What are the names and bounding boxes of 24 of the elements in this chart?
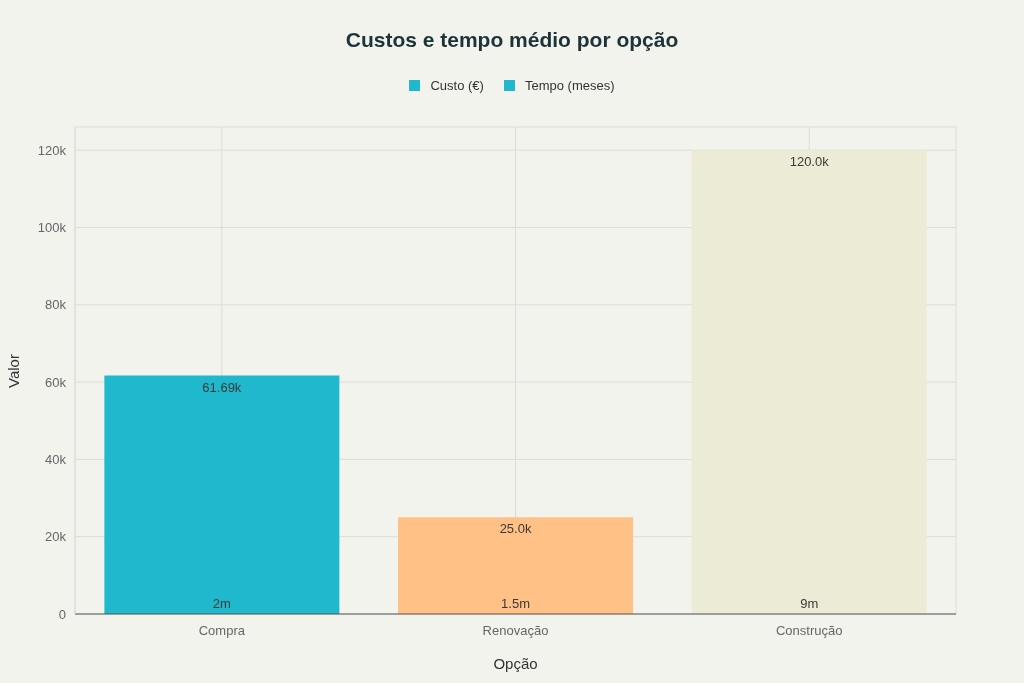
bar <box>104 375 340 614</box>
y-tick-label: 40k <box>45 452 67 468</box>
legend-label: Custo (€) <box>430 78 484 93</box>
y-tick-label: 120k <box>37 142 67 158</box>
x-axis-title: Opção <box>493 655 538 672</box>
y-tick-label: 60k <box>45 374 67 390</box>
y-tick-label: 0 <box>58 606 66 622</box>
data-label: 61.69k <box>202 379 242 395</box>
data-label: 120.0k <box>789 154 830 170</box>
x-tick-label: Compra <box>198 623 246 639</box>
bar <box>691 150 927 614</box>
y-axis-title: Valor <box>4 353 22 388</box>
y-tick-label: 20k <box>45 529 67 545</box>
data-label: 2m <box>212 595 231 611</box>
y-tick-label: 100k <box>37 220 67 236</box>
data-label: 9m <box>800 595 819 611</box>
y-tick-label: 80k <box>45 297 67 313</box>
bar <box>398 517 634 614</box>
legend-label: Tempo (meses) <box>524 78 615 93</box>
x-tick-label: Construção <box>775 623 843 639</box>
chart-title: Custos e tempo médio por opção <box>345 28 679 51</box>
data-label: 1.5m <box>501 595 530 611</box>
x-tick-label: Renovação <box>482 623 549 639</box>
data-label: 25.0k <box>499 521 532 537</box>
